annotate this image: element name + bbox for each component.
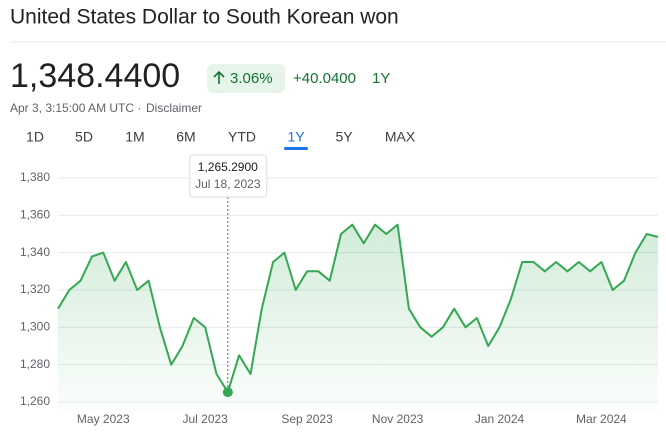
change-abs: +40.0400 [293,70,356,87]
tooltip-box [189,154,268,198]
tab[interactable]: 1Y [287,129,305,145]
tooltip-value: 1,265.2900 [198,160,258,174]
area-fill [58,224,658,410]
x-tick-label: Jul 2023 [182,412,228,426]
x-tick-label: May 2023 [77,412,130,426]
chart: 1,260 1,280 1,300 1,320 1,340 1,360 1,380 May 2… [20,154,659,426]
y-tick-label: 1,320 [20,282,50,296]
y-tick-label: 1,340 [20,245,50,259]
y-tick-label: 1,260 [20,394,50,408]
tab[interactable]: YTD [228,129,256,145]
change-badge [207,64,285,93]
y-tick-label: 1,380 [20,170,50,184]
tooltip-date: Jul 18, 2023 [195,177,261,191]
y-tick-label: 1,280 [20,357,50,371]
y-tick-label: 1,300 [20,320,50,334]
price: 1,348.4400 [10,57,180,95]
title: United States Dollar to South Korean won [10,6,399,29]
change-pct: 3.06% [230,70,273,87]
up-arrow [213,70,225,84]
hover-point [222,387,233,398]
x-tick-label: Nov 2023 [372,412,424,426]
x-tick-label: Jan 2024 [475,412,525,426]
tab[interactable]: 5Y [335,129,353,145]
tab[interactable]: 6M [176,129,195,145]
timestamp: Apr 3, 3:15:00 AM UTC · [10,101,141,115]
x-tick-label: Mar 2024 [576,412,627,426]
tab[interactable]: 1M [125,129,144,145]
tab[interactable]: 5D [75,129,93,145]
disclaimer[interactable]: Disclaimer [146,101,202,115]
x-tick-label: Sep 2023 [281,412,333,426]
price-line [57,223,659,394]
tab[interactable]: MAX [385,129,416,145]
y-tick-label: 1,360 [20,208,50,222]
change-period: 1Y [372,70,390,87]
tab-bar: 1D 5D 1M 6M YTD 1Y 5Y MAX [26,129,416,150]
tab[interactable]: 1D [26,129,44,145]
tab-underline [284,147,308,150]
